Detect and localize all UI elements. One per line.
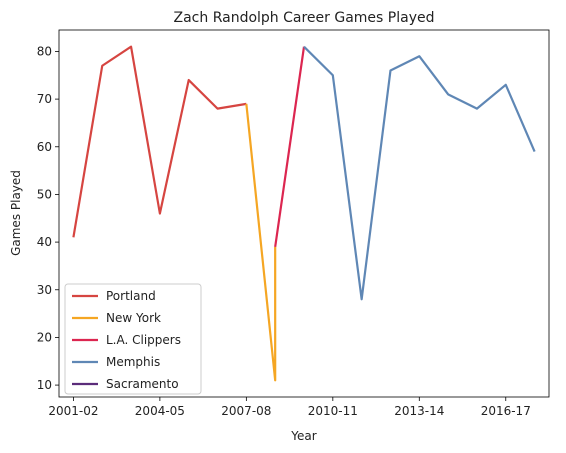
legend-label: Sacramento: [106, 377, 179, 391]
x-tick-label: 2007-08: [221, 404, 271, 418]
series-line-portland: [72, 45, 247, 238]
legend: Portland New York L.A. Clippers Memphis Sacr…: [64, 283, 202, 395]
series-line-memphis: [303, 45, 536, 301]
x-axis-label: Year: [290, 429, 316, 443]
x-tick-label: 2016-17: [481, 404, 531, 418]
legend-label: L.A. Clippers: [106, 333, 181, 347]
y-tick-label: 50: [37, 187, 52, 201]
legend-label: New York: [106, 311, 161, 325]
y-tick-label: 60: [37, 140, 52, 154]
x-tick-label: 2004-05: [135, 404, 185, 418]
plot-frame: [58, 29, 550, 398]
legend-label: Memphis: [106, 355, 160, 369]
legend-box: [64, 283, 202, 395]
series-line-l-a-clippers: [274, 46, 306, 248]
axes-ticks: 10 20 30 40 50 60 70 80 2001-02 2004-05 2007-08 201…: [37, 44, 531, 418]
y-tick-label: 30: [37, 283, 52, 297]
y-tick-label: 40: [37, 235, 52, 249]
y-tick-label: 10: [37, 378, 52, 392]
y-tick-label: 80: [37, 44, 52, 58]
y-tick-label: 70: [37, 92, 52, 106]
x-tick-label: 2010-11: [308, 404, 358, 418]
legend-label: Portland: [106, 289, 156, 303]
series-line-new-york: [245, 103, 277, 382]
series-layer: [72, 45, 536, 382]
chart-title: Zach Randolph Career Games Played: [174, 10, 435, 26]
y-tick-label: 20: [37, 330, 52, 344]
y-axis-label: Games Played: [9, 170, 23, 256]
x-tick-label: 2001-02: [48, 404, 98, 418]
x-tick-label: 2013-14: [394, 404, 444, 418]
